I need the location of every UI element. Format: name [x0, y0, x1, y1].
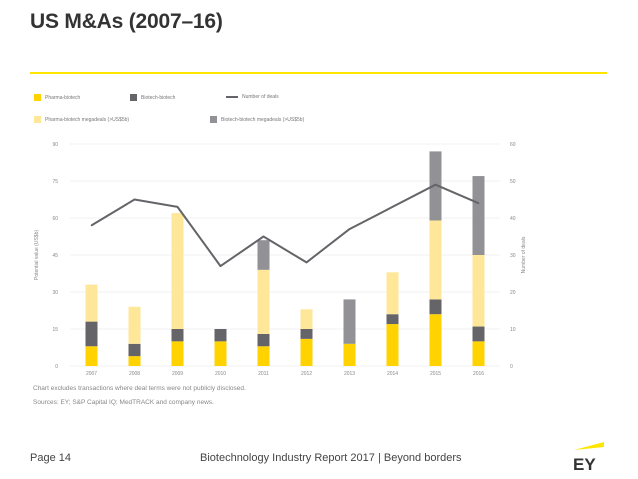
deals-point — [90, 224, 93, 227]
chart-sources: Sources: EY; S&P Capital IQ; MedTRACK an… — [33, 399, 214, 406]
y-tick-label: 30 — [52, 290, 58, 296]
bar-segment — [214, 341, 227, 366]
y2-tick-label: 10 — [510, 327, 516, 333]
legend-item-pharma-megadeals: Pharma-biotech megadeals (>US$5b) — [34, 116, 129, 123]
bar-segment — [257, 240, 270, 270]
deals-point — [262, 235, 265, 238]
bar-segment — [85, 284, 98, 322]
x-tick-label: 2016 — [473, 371, 484, 377]
ey-logo: EY — [568, 442, 608, 474]
bar-segment — [472, 255, 485, 327]
bar-segment — [171, 213, 184, 329]
x-tick-label: 2010 — [215, 371, 226, 377]
chart-note: Chart excludes transactions where deal t… — [33, 385, 246, 392]
bar-segment — [171, 329, 184, 342]
y-tick-label: 60 — [52, 216, 58, 222]
chart-legend: Pharma-biotech Biotech-biotech Number of… — [30, 92, 590, 128]
deals-point — [391, 206, 394, 208]
y2-axis-title: Number of deals — [521, 236, 527, 273]
deals-point — [305, 261, 308, 264]
bar-segment — [472, 326, 485, 342]
legend-label: Number of deals — [242, 94, 279, 100]
y-tick-label: 90 — [52, 142, 58, 148]
bar-segment — [214, 329, 227, 342]
x-tick-label: 2014 — [387, 371, 398, 377]
y-tick-label: 0 — [55, 364, 58, 370]
legend-label: Pharma-biotech megadeals (>US$5b) — [45, 116, 130, 123]
bar-segment — [257, 269, 270, 334]
bar-segment — [128, 306, 141, 344]
deals-point — [176, 206, 179, 208]
bar-segment — [85, 346, 98, 366]
y2-tick-label: 20 — [510, 290, 516, 296]
legend-swatch-biotech-megadeals — [210, 116, 217, 123]
y2-tick-label: 30 — [510, 253, 516, 259]
bar-segment — [472, 176, 485, 255]
deals-point — [434, 183, 437, 186]
bar-segment — [300, 329, 313, 339]
ey-logo-text: EY — [573, 455, 596, 472]
report-title: Biotechnology Industry Report 2017 | Bey… — [200, 452, 462, 464]
legend-item-pharma-biotech: Pharma-biotech — [34, 94, 80, 101]
bar-segment — [257, 333, 270, 347]
bar-segment — [300, 338, 313, 366]
bar-segment — [386, 324, 399, 366]
bar-segment — [257, 346, 270, 366]
x-tick-label: 2013 — [344, 371, 355, 377]
bar-segment — [472, 341, 485, 366]
bar-segment — [171, 341, 184, 366]
bar-segment — [85, 321, 98, 347]
deals-point — [219, 265, 222, 267]
y2-tick-label: 40 — [510, 216, 516, 222]
x-tick-label: 2008 — [129, 371, 140, 377]
legend-item-number-of-deals: Number of deals — [226, 94, 279, 100]
legend-item-biotech-biotech: Biotech-biotech — [130, 94, 175, 101]
y2-tick-label: 50 — [510, 179, 516, 185]
legend-swatch-biotech-biotech — [130, 94, 137, 101]
x-tick-label: 2011 — [258, 371, 269, 377]
bar-segment — [386, 272, 399, 315]
x-tick-label: 2007 — [86, 371, 97, 377]
deals-point — [348, 228, 351, 230]
title-divider — [30, 72, 607, 74]
bar-segment — [128, 343, 141, 357]
y-tick-label: 45 — [52, 253, 58, 259]
bar-segment — [343, 343, 356, 366]
x-tick-label: 2012 — [301, 371, 312, 377]
x-tick-label: 2015 — [430, 371, 441, 377]
bar-segment — [343, 299, 356, 344]
y-tick-label: 75 — [52, 179, 58, 185]
page-number: Page 14 — [30, 452, 71, 464]
legend-swatch-number-of-deals — [226, 96, 238, 98]
bar-segment — [386, 314, 399, 325]
y2-tick-label: 60 — [510, 142, 516, 148]
y2-tick-label: 0 — [510, 364, 513, 370]
legend-label: Biotech-biotech — [141, 94, 176, 101]
y-tick-label: 15 — [52, 327, 58, 333]
legend-swatch-pharma-megadeals — [34, 116, 41, 123]
bar-segment — [429, 151, 442, 221]
deals-chart: 0 0 15 10 30 20 45 30 60 40 75 50 90 60 Potential valu… — [34, 142, 527, 377]
page-title: US M&As (2007–16) — [30, 10, 223, 33]
legend-swatch-pharma-biotech — [34, 94, 41, 101]
legend-item-biotech-megadeals: Biotech-biotech megadeals (>US$5b) — [210, 116, 304, 123]
bar-segment — [429, 220, 442, 300]
bar-segment — [300, 309, 313, 329]
legend-label: Pharma-biotech — [45, 94, 81, 101]
bar-segment — [429, 314, 442, 366]
deals-point — [477, 202, 480, 204]
legend-label: Biotech-biotech megadeals (>US$5b) — [221, 116, 305, 123]
deals-point — [133, 198, 136, 201]
bar-segment — [429, 299, 442, 315]
deals-line — [90, 183, 479, 268]
x-tick-label: 2009 — [172, 371, 183, 377]
y-axis-title: Potential value (US$b) — [34, 230, 40, 280]
bar-segment — [128, 356, 141, 366]
